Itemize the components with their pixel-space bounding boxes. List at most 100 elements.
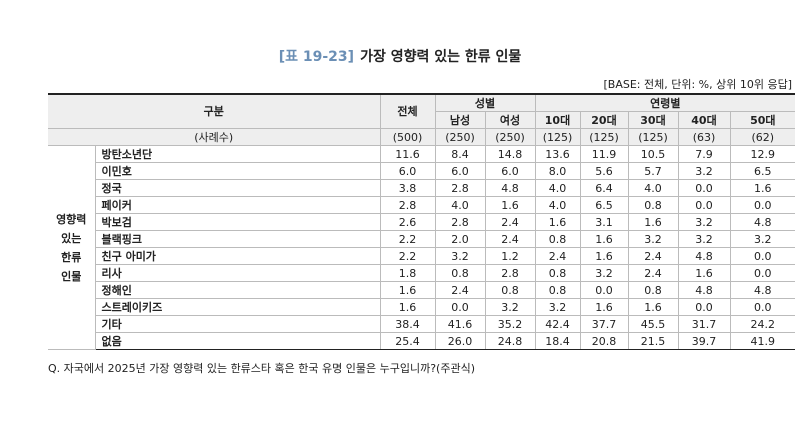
- group-label-line: 있는: [61, 231, 82, 245]
- value-cell: 5.6: [579, 162, 629, 180]
- value-cell: 2.0: [434, 230, 486, 248]
- value-cell: 8.4: [434, 145, 486, 163]
- data-row: 기타 38.4 41.6 35.2 42.4 37.7 45.5 31.7 24.2: [48, 315, 796, 333]
- data-row: 박보검 2.6 2.8 2.4 1.6 3.1 1.6 3.2 4.8: [48, 213, 796, 231]
- data-row: 영향력 있는 한류 인물 방탄소년단 11.6 8.4 14.8 13.6 11.9 10.5 7.9…: [48, 145, 796, 350]
- value-cell: 3.2: [677, 230, 731, 248]
- value-cell: 1.6: [579, 247, 629, 265]
- sample-size: (125): [579, 128, 629, 146]
- value-cell: 4.8: [729, 281, 796, 299]
- value-cell: 12.9: [729, 145, 796, 163]
- group-label-line: 영향력: [56, 212, 87, 226]
- value-cell: 4.8: [729, 213, 796, 231]
- row-name: 방탄소년단: [94, 145, 381, 163]
- header-cell: 남성: [435, 111, 486, 129]
- value-cell: 7.9: [677, 145, 731, 163]
- value-cell: 3.2: [579, 264, 629, 282]
- value-cell: 1.6: [379, 298, 436, 316]
- value-cell: 1.6: [484, 196, 536, 214]
- value-cell: 1.6: [627, 213, 679, 231]
- sample-size: (63): [677, 128, 731, 146]
- row-name: 없음: [95, 332, 381, 350]
- value-cell: 4.0: [434, 196, 486, 214]
- value-cell: 3.2: [434, 247, 486, 265]
- value-cell: 6.0: [484, 162, 536, 180]
- header-cell: 10대: [534, 111, 581, 129]
- group-label-line: 한류: [61, 250, 82, 264]
- value-cell: 2.4: [484, 230, 536, 248]
- value-cell: 2.8: [379, 196, 436, 214]
- value-cell: 38.4: [379, 315, 436, 333]
- value-cell: 2.4: [484, 213, 536, 231]
- value-cell: 3.1: [579, 213, 629, 231]
- value-cell: 2.2: [379, 247, 436, 265]
- value-cell: 41.6: [434, 315, 486, 333]
- data-row: 친구 아미가 2.2 3.2 1.2 2.4 1.6 2.4 4.8 0.0: [48, 247, 796, 265]
- value-cell: 10.5: [627, 145, 679, 163]
- value-cell: 2.4: [627, 247, 679, 265]
- value-cell: 0.0: [729, 298, 796, 316]
- value-cell: 42.4: [534, 315, 581, 333]
- value-cell: 1.2: [484, 247, 536, 265]
- value-cell: 4.8: [484, 179, 536, 197]
- value-cell: 1.6: [729, 179, 796, 197]
- value-cell: 2.8: [484, 264, 536, 282]
- header-cell: 20대: [579, 111, 629, 129]
- value-cell: 4.8: [677, 281, 731, 299]
- base-note: [BASE: 전체, 단위: %, 상위 10위 응답]: [603, 78, 792, 91]
- value-cell: 1.6: [627, 298, 679, 316]
- value-cell: 1.6: [379, 281, 436, 299]
- value-cell: 2.2: [379, 230, 436, 248]
- value-cell: 6.5: [579, 196, 629, 214]
- value-cell: 1.6: [534, 213, 581, 231]
- value-cell: 20.8: [579, 332, 629, 350]
- value-cell: 18.4: [534, 332, 581, 350]
- row-name: 스트레이키즈: [95, 298, 381, 316]
- sample-size: (62): [729, 128, 796, 146]
- sample-size: (125): [627, 128, 679, 146]
- value-cell: 37.7: [579, 315, 629, 333]
- title: [표 19-23] 가장 영향력 있는 한류 인물: [0, 46, 800, 66]
- data-row: 리사 1.8 0.8 2.8 0.8 3.2 2.4 1.6 0.0: [48, 264, 796, 282]
- group-label-line: 인물: [61, 269, 82, 283]
- header-cell: 성별: [434, 93, 536, 112]
- value-cell: 45.5: [627, 315, 679, 333]
- value-cell: 0.0: [729, 264, 796, 282]
- value-cell: 26.0: [434, 332, 486, 350]
- value-cell: 6.0: [434, 162, 486, 180]
- data-row: 블랙핑크 2.2 2.0 2.4 0.8 1.6 3.2 3.2 3.2: [48, 230, 796, 248]
- header-cell: 50대: [729, 111, 796, 129]
- value-cell: 11.6: [379, 145, 436, 163]
- header-cell: 여성: [484, 111, 536, 129]
- row-name: 정해인: [95, 281, 381, 299]
- value-cell: 35.2: [484, 315, 536, 333]
- value-cell: 0.0: [729, 247, 796, 265]
- value-cell: 4.0: [534, 179, 581, 197]
- value-cell: 3.2: [627, 230, 679, 248]
- value-cell: 41.9: [729, 332, 796, 350]
- sample-size: (250): [484, 128, 536, 146]
- value-cell: 3.2: [677, 162, 731, 180]
- value-cell: 24.2: [729, 315, 796, 333]
- title-text: 가장 영향력 있는 한류 인물: [360, 49, 522, 65]
- value-cell: 14.8: [484, 145, 536, 163]
- data-row: 페이커 2.8 4.0 1.6 4.0 6.5 0.8 0.0 0.0: [48, 196, 796, 214]
- row-name: 박보검: [95, 213, 381, 231]
- value-cell: 25.4: [379, 332, 436, 350]
- value-cell: 6.0: [379, 162, 436, 180]
- row-name: 페이커: [95, 196, 381, 214]
- value-cell: 13.6: [534, 145, 581, 163]
- value-cell: 4.0: [627, 179, 679, 197]
- value-cell: 8.0: [534, 162, 581, 180]
- data-row: 없음 25.4 26.0 24.8 18.4 20.8 21.5 39.7 41.9: [48, 332, 796, 350]
- data-row: 정국 3.8 2.8 4.8 4.0 6.4 4.0 0.0 1.6: [48, 179, 796, 197]
- value-cell: 0.8: [627, 281, 679, 299]
- value-cell: 1.6: [579, 298, 629, 316]
- value-cell: 0.8: [534, 281, 581, 299]
- data-table: 구분 전체 성별 연령별 남성 여성 10대 20대 30대 40대 50대 (사례수) (5…: [48, 93, 796, 350]
- footnote: Q. 자국에서 2025년 가장 영향력 있는 한류스타 혹은 한국 유명 인물…: [48, 362, 475, 375]
- row-name: 리사: [95, 264, 381, 282]
- row-name: 블랙핑크: [95, 230, 381, 248]
- value-cell: 2.4: [627, 264, 679, 282]
- header-cell: 40대: [677, 111, 731, 129]
